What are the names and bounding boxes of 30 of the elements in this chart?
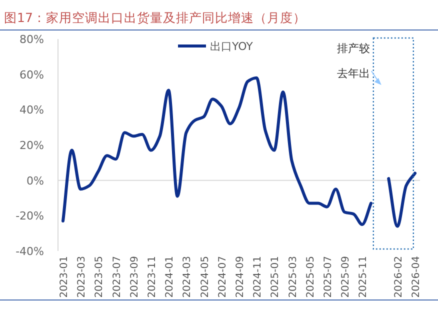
x-tick-label: 2024-03 bbox=[182, 256, 194, 298]
chart-title: 图17：家用空调出口出货量及排产同比增速（月度） bbox=[4, 10, 306, 25]
x-tick-label: 2023-01 bbox=[59, 256, 70, 298]
y-tick-label: 40% bbox=[20, 104, 44, 117]
annotation: 排产较去年出 bbox=[337, 42, 370, 80]
x-tick-label: 2023-09 bbox=[129, 256, 140, 298]
x-tick-label: 2024-05 bbox=[200, 256, 211, 298]
x-tick-label: 2025-09 bbox=[340, 256, 352, 298]
x-tick-label: 2025-07 bbox=[323, 256, 334, 298]
y-tick-label: 80% bbox=[20, 33, 44, 46]
x-tick-label: 2023-07 bbox=[112, 256, 123, 298]
x-tick-label: 2025-03 bbox=[288, 256, 299, 298]
x-tick-label: 2024-09 bbox=[235, 256, 246, 298]
y-tick-label: 20% bbox=[20, 139, 44, 152]
x-tick-label: 2025-11 bbox=[358, 256, 370, 298]
x-tick-label: 2026-02 bbox=[393, 256, 404, 298]
x-tick-label: 2025-05 bbox=[305, 256, 316, 298]
x-tick-label: 2023-05 bbox=[94, 256, 106, 298]
x-tick-label: 2024-01 bbox=[164, 256, 176, 298]
y-tick-label: 60% bbox=[20, 68, 44, 82]
legend-label: 出口YOY bbox=[210, 40, 254, 53]
x-tick-label: 2026-04 bbox=[411, 256, 422, 298]
x-tick-label: 2023-03 bbox=[76, 256, 88, 298]
x-tick-label: 2023-11 bbox=[147, 256, 158, 298]
x-tick-label: 2024-07 bbox=[217, 256, 228, 298]
x-tick-label: 2025-01 bbox=[270, 256, 282, 298]
y-tick-label: 0% bbox=[26, 174, 44, 188]
y-tick-label: -40% bbox=[16, 245, 44, 258]
x-tick-label: 2024-11 bbox=[252, 256, 264, 298]
y-tick-label: -20% bbox=[16, 210, 44, 223]
